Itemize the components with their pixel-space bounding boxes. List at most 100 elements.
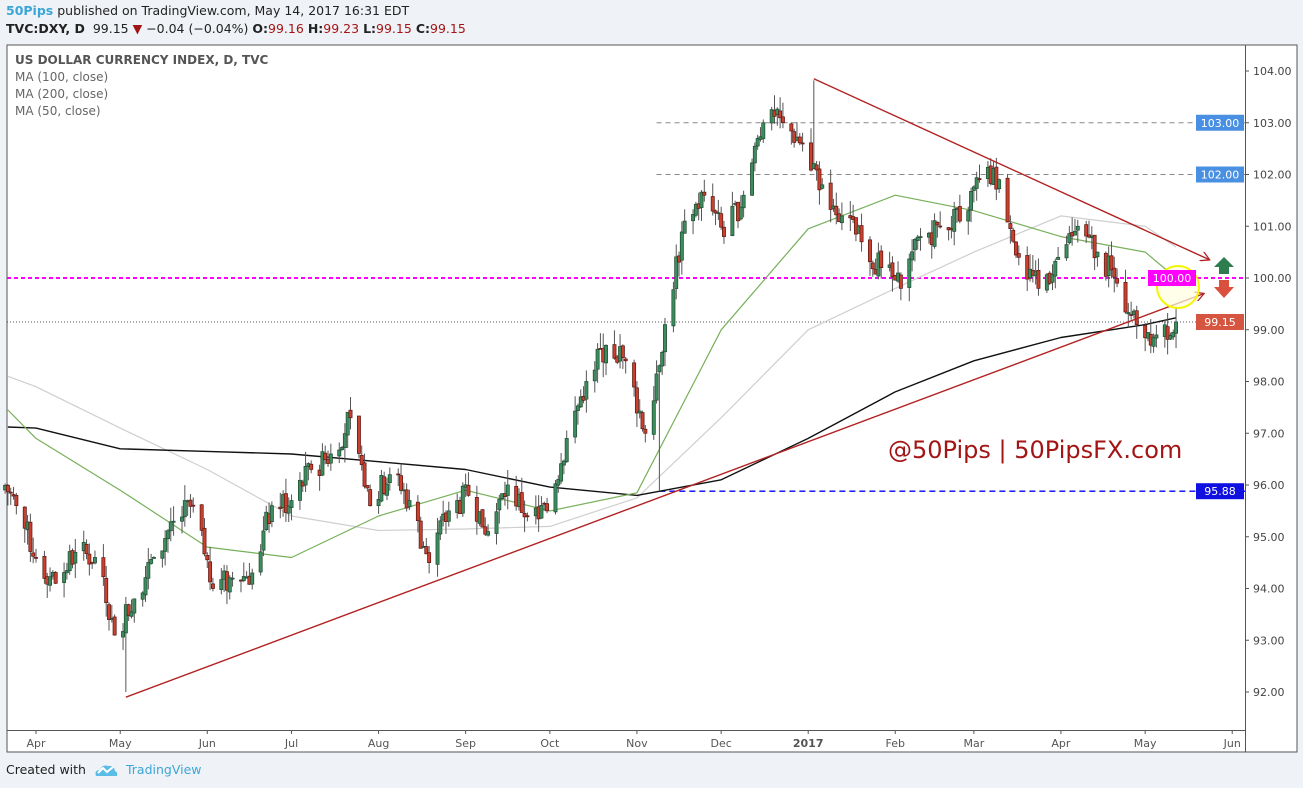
legend-study-ma50[interactable]: MA (50, close) — [15, 104, 101, 118]
candle — [870, 260, 875, 277]
candle-body-up — [1050, 274, 1055, 283]
candle — [1126, 303, 1131, 328]
candle — [385, 477, 389, 501]
candle-body-down — [104, 577, 109, 604]
candle-body-up — [674, 256, 679, 289]
candle — [522, 500, 527, 533]
ma-line-200[interactable] — [7, 317, 1177, 497]
candle-body-down — [205, 554, 210, 561]
candle-body-down — [1016, 253, 1021, 258]
candle — [890, 256, 895, 292]
candle-body-up — [539, 504, 544, 519]
candle-body-down — [778, 110, 783, 119]
candle-body-down — [396, 473, 401, 476]
candle — [62, 562, 67, 598]
legend-study-ma200[interactable]: MA (200, close) — [15, 87, 109, 101]
ma-line-50[interactable] — [7, 194, 1177, 559]
candle-body-up — [671, 289, 676, 327]
trendline-support[interactable] — [125, 294, 1204, 698]
candle — [1143, 323, 1148, 352]
candle-body-up — [915, 236, 920, 241]
candle — [337, 442, 342, 464]
candle-body-up — [435, 532, 440, 565]
candle — [741, 190, 746, 218]
candle — [5, 484, 10, 506]
candle — [1016, 245, 1021, 266]
tradingview-link[interactable]: TradingView — [125, 762, 202, 777]
candle — [699, 190, 704, 221]
candle-body-down — [634, 387, 639, 414]
candle — [1056, 246, 1061, 260]
candle-body-down — [42, 555, 47, 579]
candle — [1168, 332, 1173, 340]
candle — [713, 209, 718, 226]
candle — [719, 206, 724, 230]
trendlines-layer[interactable] — [125, 78, 1210, 698]
author-link[interactable]: 50Pips — [6, 3, 54, 18]
candle — [573, 396, 578, 444]
legend-study-ma100[interactable]: MA (100, close) — [15, 70, 109, 84]
candle — [340, 445, 345, 451]
candle-body-down — [522, 512, 527, 518]
candle — [738, 195, 743, 221]
open-label: O: — [252, 21, 269, 36]
candle-body-down — [702, 191, 707, 196]
candle — [208, 546, 213, 590]
price-tick-label: 98.00 — [1253, 376, 1285, 389]
price-badge-95.88 — [1196, 483, 1244, 500]
candle-body-up — [952, 209, 957, 232]
candle — [283, 478, 288, 522]
candle-body-down — [202, 527, 207, 555]
candle-body-down — [466, 484, 471, 496]
down-arrow-icon — [1214, 280, 1234, 298]
candle — [494, 503, 499, 545]
candle — [752, 142, 757, 172]
candle — [362, 453, 367, 489]
time-tick-label: Sep — [455, 737, 476, 750]
price-tick-label: 97.00 — [1253, 427, 1285, 440]
candle-body-up — [839, 215, 844, 224]
candle — [556, 475, 561, 493]
candle-body-down — [188, 499, 193, 507]
candle-body-down — [828, 182, 833, 210]
candle-body-up — [584, 381, 589, 400]
candle — [399, 463, 403, 495]
candle-body-down — [1011, 229, 1016, 242]
candle — [674, 244, 679, 300]
candle — [1053, 258, 1058, 289]
candle-body-up — [1053, 260, 1058, 277]
candle-body-down — [898, 274, 903, 289]
ma-line-100[interactable] — [7, 215, 1177, 532]
candle-body-up — [637, 410, 642, 414]
candle-body-down — [356, 415, 361, 454]
candle-body-up — [741, 194, 746, 209]
candle — [702, 179, 707, 202]
candle-body-down — [890, 262, 895, 278]
candle-body-down — [14, 494, 19, 507]
candle — [1050, 264, 1055, 291]
candle — [483, 517, 488, 537]
price-badge-label: 99.15 — [1204, 316, 1236, 329]
candle-body-up — [123, 604, 128, 634]
price-tick-label: 102.00 — [1253, 169, 1292, 182]
candle — [104, 565, 109, 617]
price-tick-label: 94.00 — [1253, 583, 1285, 596]
candle-body-down — [474, 497, 479, 522]
trendline-resistance[interactable] — [813, 78, 1210, 260]
candle-body-up — [486, 531, 491, 536]
candle — [73, 538, 78, 579]
candle — [348, 397, 353, 430]
candle-body-up — [966, 210, 971, 222]
candle-body-up — [129, 611, 134, 617]
price-axis[interactable]: 104.00 103.00 102.00 101.00 100.00 99.00 98.00… — [1245, 65, 1292, 699]
candle-body-up — [716, 212, 721, 215]
candle — [612, 330, 617, 360]
candle — [298, 472, 302, 510]
candle — [28, 513, 33, 562]
price-tick-label: 100.00 — [1253, 272, 1292, 285]
candle — [839, 202, 844, 231]
candle-body-up — [1073, 230, 1077, 236]
candle — [915, 234, 920, 250]
time-axis[interactable]: Apr May Jun Jul Aug Sep Oct Nov Dec 2017 Feb Mar Apr… — [26, 730, 1241, 750]
